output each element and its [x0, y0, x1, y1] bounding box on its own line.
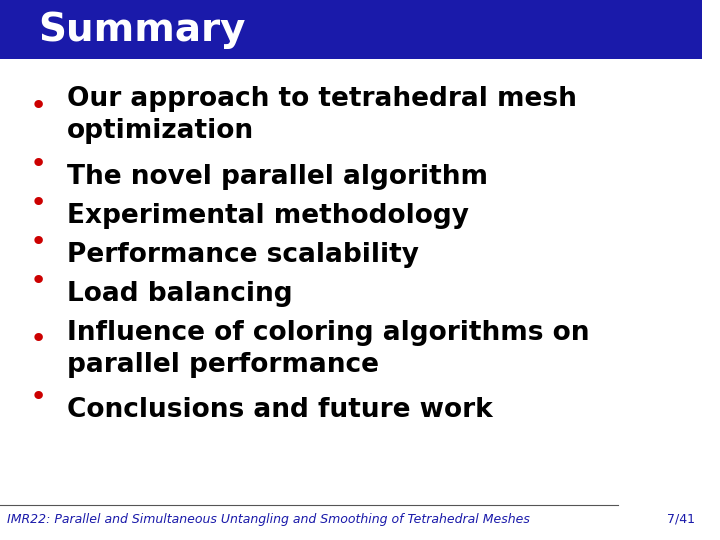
Text: •: • — [30, 228, 48, 256]
Text: •: • — [30, 325, 48, 353]
Text: •: • — [30, 383, 48, 411]
Text: Conclusions and future work: Conclusions and future work — [67, 397, 492, 423]
Text: Our approach to tetrahedral mesh
optimization: Our approach to tetrahedral mesh optimiz… — [67, 86, 577, 144]
Text: •: • — [30, 92, 48, 120]
Text: •: • — [30, 189, 48, 217]
Text: Summary: Summary — [39, 11, 246, 49]
Text: 7/41: 7/41 — [667, 513, 696, 526]
Text: •: • — [30, 150, 48, 178]
Text: IMR22: Parallel and Simultaneous Untangling and Smoothing of Tetrahedral Meshes: IMR22: Parallel and Simultaneous Untangl… — [7, 513, 530, 526]
Text: The novel parallel algorithm: The novel parallel algorithm — [67, 164, 487, 190]
Text: Load balancing: Load balancing — [67, 281, 292, 307]
Text: •: • — [30, 267, 48, 295]
Text: Performance scalability: Performance scalability — [67, 242, 419, 268]
Text: Influence of coloring algorithms on
parallel performance: Influence of coloring algorithms on para… — [67, 320, 589, 377]
FancyBboxPatch shape — [0, 0, 703, 59]
Text: Experimental methodology: Experimental methodology — [67, 203, 469, 229]
